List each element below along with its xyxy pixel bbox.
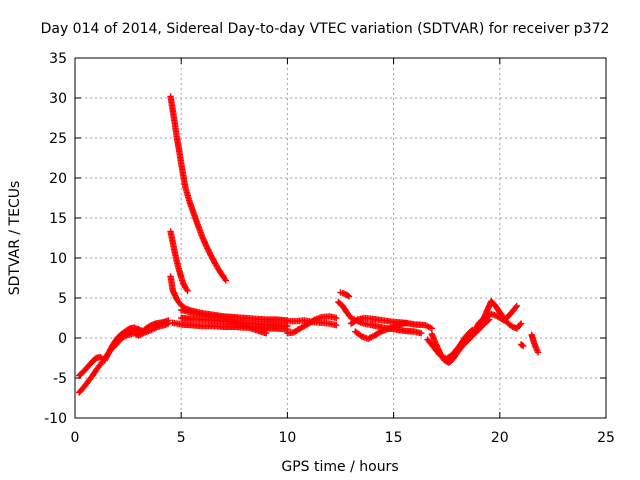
series-20 <box>528 331 542 356</box>
y-tick-label: 0 <box>58 331 67 347</box>
series-1 <box>167 228 191 294</box>
plot-frame <box>74 57 607 419</box>
data-point <box>345 293 353 300</box>
y-tick-label: -10 <box>44 411 67 427</box>
axis-ticks: -10 -5 0 5 10 15 20 25 30 35 0 5 10 15 20 25 <box>44 51 615 446</box>
data-point <box>344 292 352 299</box>
y-tick-label: 25 <box>49 131 67 147</box>
y-tick-label: 5 <box>58 291 67 307</box>
x-tick-label: 0 <box>71 430 80 446</box>
y-tick-label: 20 <box>49 171 67 187</box>
data-point <box>222 277 230 284</box>
x-axis-label: GPS time / hours <box>281 459 398 475</box>
data-point <box>262 330 270 337</box>
y-tick-label: 10 <box>49 251 67 267</box>
data-point <box>517 320 525 327</box>
data-point <box>518 342 526 349</box>
y-tick-label: -5 <box>53 371 67 387</box>
x-tick-label: 25 <box>597 430 615 446</box>
series-18 <box>466 302 520 342</box>
series-19 <box>517 341 527 350</box>
series-5 <box>178 314 291 330</box>
data-point <box>519 342 527 350</box>
data-point <box>333 322 340 329</box>
data-point <box>403 319 410 326</box>
series-10 <box>284 317 340 329</box>
data-point <box>135 326 142 333</box>
data-point <box>512 304 519 311</box>
data-point <box>165 320 172 327</box>
x-tick-label: 20 <box>491 430 509 446</box>
x-tick-label: 10 <box>278 430 296 446</box>
series-14 <box>352 319 410 342</box>
data-point <box>353 317 360 324</box>
series-0 <box>167 93 230 284</box>
chart-title: Day 014 of 2014, Sidereal Day-to-day VTE… <box>41 21 610 37</box>
y-tick-label: 35 <box>49 51 67 67</box>
data-point <box>534 349 542 356</box>
x-tick-label: 5 <box>177 430 186 446</box>
series-8 <box>110 320 172 351</box>
y-tick-label: 15 <box>49 211 67 227</box>
y-tick-label: 30 <box>49 91 67 107</box>
data-point <box>516 321 524 328</box>
data-points <box>76 93 542 396</box>
grid <box>75 58 606 418</box>
data-point <box>418 330 425 337</box>
data-point <box>333 314 340 322</box>
data-point <box>428 325 436 332</box>
series-11 <box>337 289 353 300</box>
data-point <box>513 302 520 310</box>
y-axis-label: SDTVAR / TECUs <box>7 181 23 296</box>
x-tick-label: 15 <box>385 430 403 446</box>
data-point <box>184 287 191 294</box>
